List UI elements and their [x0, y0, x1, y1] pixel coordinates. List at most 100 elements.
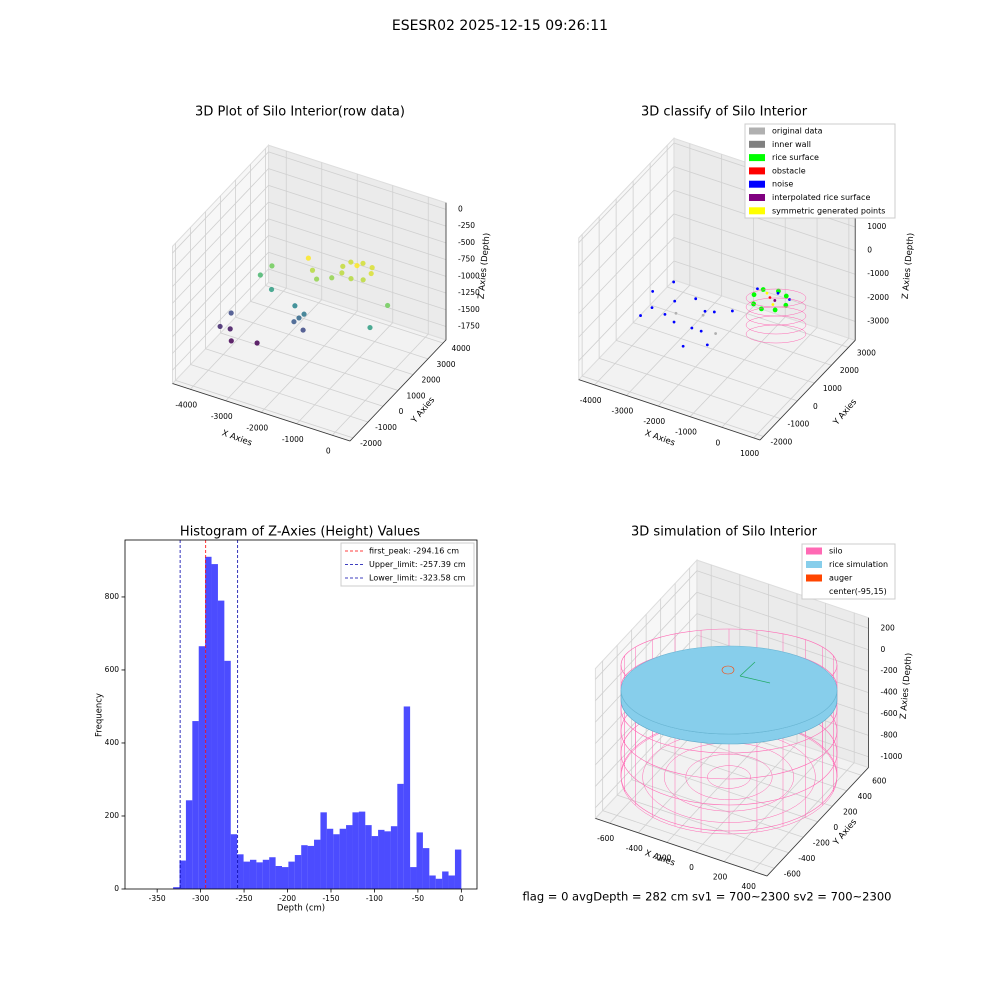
grid-line: [617, 794, 789, 854]
bar: [429, 875, 436, 889]
legend-label: inner wall: [772, 140, 811, 149]
z-tick-label: -1500: [458, 305, 480, 314]
point: [701, 313, 705, 317]
z-tick-label: 0: [867, 246, 872, 255]
bar: [358, 811, 366, 889]
z-tick-label: 200: [881, 623, 896, 632]
legend-label: noise: [772, 180, 793, 189]
y-tick-label: 200: [843, 807, 858, 816]
point: [673, 299, 677, 303]
point: [368, 270, 374, 277]
grid-line: [626, 295, 722, 396]
point: [309, 267, 316, 273]
legend-swatch: [749, 194, 765, 201]
bar: [333, 834, 340, 889]
z-axis-label: Z Axies (Depth): [899, 652, 915, 719]
point: [329, 275, 335, 281]
x-tick-label: -2000: [246, 423, 268, 432]
y-tick-label: 2000: [840, 366, 859, 375]
bar: [371, 836, 379, 889]
bar: [173, 887, 180, 889]
point: [348, 276, 354, 282]
x-tick-label: -50: [412, 894, 424, 903]
bar: [435, 878, 443, 889]
grid-line: [657, 306, 754, 407]
point: [776, 291, 780, 295]
y-tick-label: 800: [105, 592, 120, 601]
grid-line: [696, 570, 869, 629]
x-tick-label: -4000: [580, 396, 602, 405]
y-tick-label: 3000: [857, 348, 876, 357]
z-tick-label: -750: [458, 255, 475, 264]
bar: [422, 848, 430, 889]
z-tick-label: 0: [458, 204, 463, 213]
x-tick-label: 1000: [740, 449, 759, 458]
point: [369, 265, 375, 271]
z-tick-label: 1000: [867, 222, 886, 231]
grid-line: [660, 748, 833, 807]
y-tick-label: 400: [105, 738, 120, 747]
center-axis: [739, 675, 771, 684]
point: [694, 297, 698, 301]
status-text: flag = 0 avgDepth = 282 cm sv1 = 700~230…: [523, 890, 892, 904]
z-tick-label: -1250: [458, 288, 480, 297]
grid-line: [172, 235, 269, 337]
point: [705, 343, 709, 347]
bar: [217, 600, 225, 889]
legend-swatch: [806, 547, 822, 555]
point: [296, 315, 302, 321]
point: [690, 326, 694, 330]
point: [228, 338, 234, 344]
axis-line: [578, 379, 761, 441]
z-tick-label: -250: [458, 221, 475, 230]
legend-swatch: [749, 207, 765, 215]
x-axis-label: X Axies: [643, 428, 676, 448]
bar: [205, 556, 212, 889]
point: [783, 302, 789, 308]
bar: [365, 825, 372, 889]
point: [301, 311, 307, 317]
bar: [185, 800, 193, 889]
legend-box: [744, 123, 896, 219]
legend-swatch: [749, 180, 765, 188]
z-tick-label: -1750: [458, 322, 480, 331]
legend-swatch: [749, 127, 765, 135]
x-tick-label: 0: [689, 863, 694, 872]
y-tick-label: 2000: [421, 376, 440, 385]
x-tick-label: -600: [597, 834, 614, 843]
grid-line: [172, 251, 269, 354]
bar: [269, 857, 276, 889]
bar: [224, 660, 231, 889]
point: [354, 262, 360, 269]
point: [760, 287, 766, 292]
legend-label: silo: [829, 547, 843, 556]
legend-label: auger: [829, 574, 853, 583]
point: [765, 291, 769, 295]
x-axis-label: Depth (cm): [277, 904, 325, 914]
y-tick-label: -2000: [771, 437, 793, 446]
point: [674, 311, 678, 315]
x-tick-label: -1000: [675, 428, 697, 437]
y-tick-label: 4000: [451, 344, 470, 353]
point: [291, 319, 297, 325]
x-tick-label: -200: [279, 894, 296, 903]
y-tick-label: 400: [858, 792, 873, 801]
grid-line: [235, 316, 414, 376]
y-tick-label: -1000: [788, 420, 810, 429]
point: [651, 290, 655, 293]
wireframe: [745, 315, 807, 335]
bar: [320, 812, 327, 889]
point: [292, 303, 298, 309]
center-axis: [739, 661, 756, 677]
point: [712, 310, 716, 314]
bar: [288, 861, 295, 889]
y-axis-label: Y Axies: [831, 817, 859, 848]
point: [269, 263, 275, 269]
grid-line: [696, 591, 869, 651]
y-tick-label: 3000: [436, 360, 455, 369]
grid-line: [268, 268, 447, 327]
legend-label: symmetric generated points: [772, 206, 885, 215]
axis-line: [349, 339, 447, 442]
point: [314, 276, 320, 282]
